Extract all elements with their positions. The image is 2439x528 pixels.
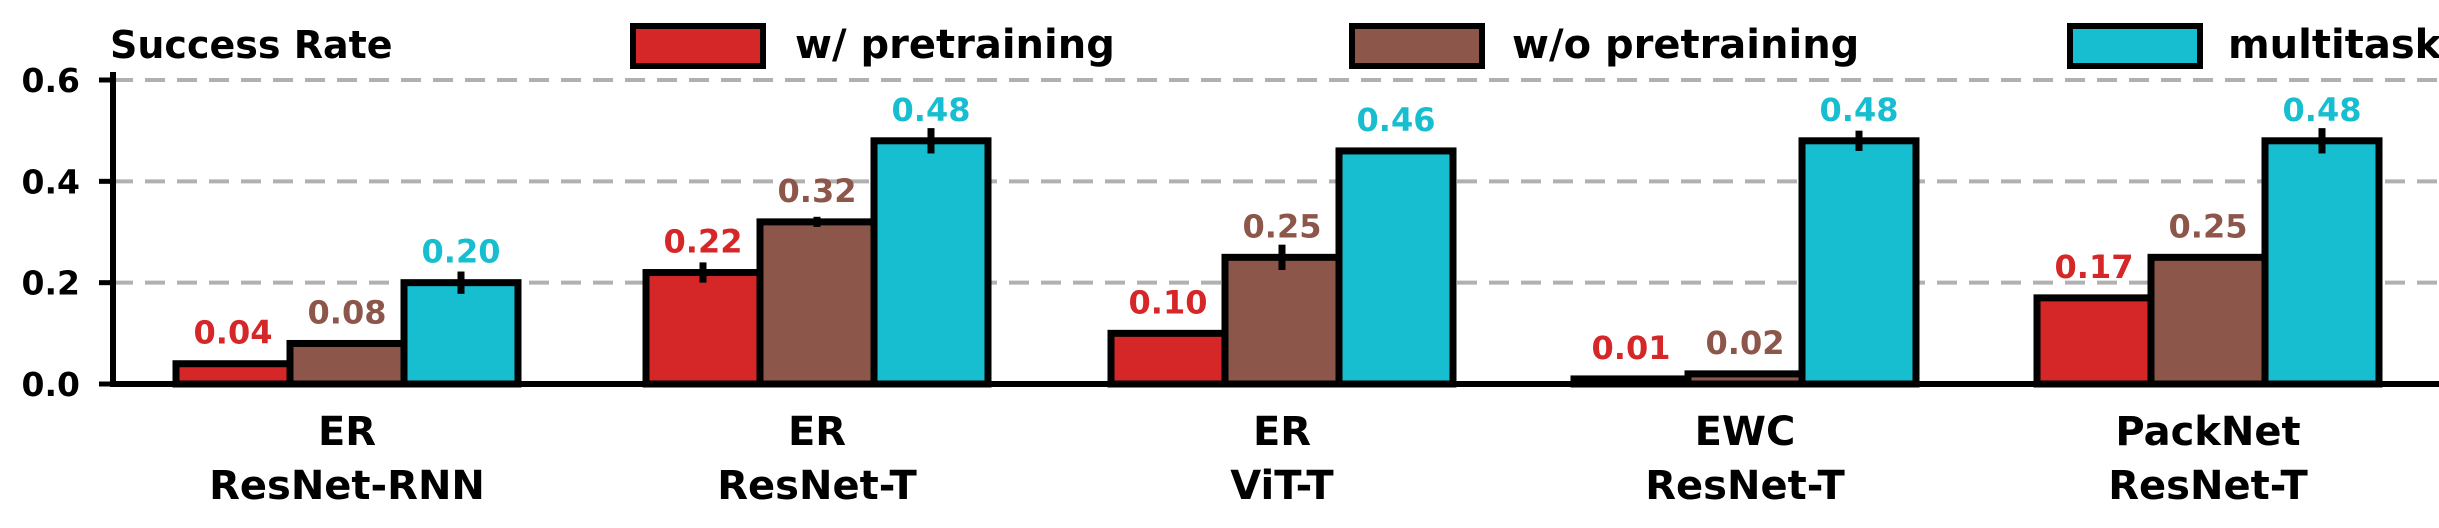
legend-label: multitask: [2228, 22, 2439, 68]
legend-swatch: [2067, 23, 2203, 69]
data-label: 0.10: [1129, 283, 1208, 321]
category-label: ResNet-T: [2108, 463, 2308, 509]
bar: [1107, 329, 1229, 388]
data-label: 0.22: [664, 223, 743, 261]
bar: [2261, 137, 2383, 388]
data-label: 0.20: [422, 233, 501, 271]
legend-swatch: [1349, 23, 1485, 69]
legend: Success Rate w/ pretraining w/o pretraini…: [110, 22, 2439, 69]
bar: [172, 360, 294, 388]
data-label: 0.48: [1820, 91, 1899, 129]
data-label: 0.25: [2169, 207, 2248, 245]
data-label: 0.02: [1706, 324, 1785, 362]
data-label: 0.08: [308, 293, 387, 331]
category-label: ResNet-RNN: [209, 463, 485, 509]
category-label: ViT-T: [1230, 463, 1334, 509]
y-tick-label: 0.2: [22, 264, 80, 303]
y-tick-label: 0.6: [22, 61, 80, 100]
bar: [2033, 294, 2155, 388]
category-label: ResNet-T: [717, 463, 917, 509]
y-axis-title: Success Rate: [110, 23, 393, 67]
category-label: ResNet-T: [1645, 463, 1845, 509]
legend-label: w/ pretraining: [795, 22, 1115, 68]
data-label: 0.46: [1357, 101, 1436, 139]
bar: [870, 137, 992, 388]
bar: [756, 218, 878, 388]
legend-swatch: [630, 23, 766, 69]
y-tick-label: 0.0: [22, 365, 80, 404]
data-label: 0.25: [1243, 207, 1322, 245]
bars: [172, 128, 2383, 388]
data-label: 0.17: [2055, 248, 2134, 286]
data-label: 0.32: [778, 172, 857, 210]
category-label: ER: [1253, 409, 1311, 455]
bar: [400, 279, 522, 388]
data-label: 0.01: [1592, 329, 1671, 367]
bar: [642, 269, 764, 388]
bar: [1798, 137, 1920, 388]
y-tick-label: 0.4: [22, 162, 80, 201]
bar: [1335, 147, 1457, 388]
data-label: 0.48: [892, 91, 971, 129]
data-label: 0.04: [194, 314, 273, 352]
bar: [2147, 253, 2269, 388]
labels: 0.04 0.08 0.20 ER ResNet-RNN 0.22 0.32 0.48 ER Re…: [194, 91, 2362, 509]
category-label: EWC: [1695, 409, 1796, 455]
legend-label: w/o pretraining: [1512, 22, 1859, 68]
bar: [1221, 253, 1343, 388]
data-label: 0.48: [2283, 91, 2362, 129]
category-label: ER: [318, 409, 376, 455]
category-label: ER: [788, 409, 846, 455]
category-label: PackNet: [2115, 409, 2300, 455]
axes: 0.0 0.2 0.4 0.6: [22, 61, 2439, 404]
bar: [286, 339, 408, 388]
